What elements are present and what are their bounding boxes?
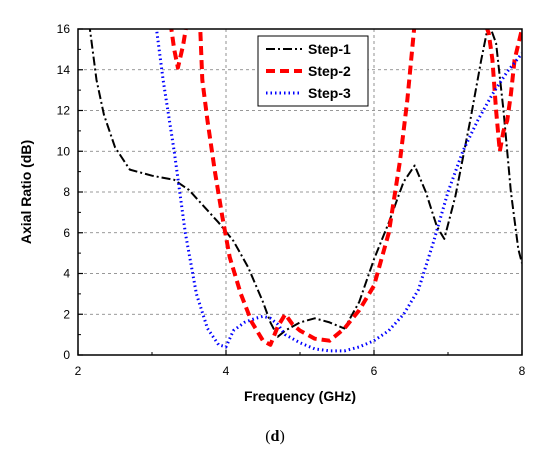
x-tick-label: 8 <box>519 364 526 378</box>
series-line-step-1 <box>88 29 522 338</box>
y-tick-label: 10 <box>57 144 71 158</box>
x-tick-label: 4 <box>223 364 230 378</box>
x-tick-label: 2 <box>75 364 82 378</box>
figure-caption: (d) <box>265 428 285 445</box>
y-tick-label: 4 <box>63 267 70 281</box>
x-axis-title: Frequency (GHz) <box>244 388 356 404</box>
x-tick-label: 6 <box>371 364 378 378</box>
y-tick-label: 0 <box>63 348 70 362</box>
series-line-step-2 <box>169 29 522 347</box>
legend-label-step-2: Step-2 <box>308 63 351 79</box>
y-tick-label: 8 <box>63 185 70 199</box>
y-tick-label: 16 <box>57 22 71 36</box>
y-tick-label: 14 <box>57 63 71 77</box>
legend-label-step-3: Step-3 <box>308 85 351 101</box>
y-axis-title: Axial Ratio (dB) <box>18 140 34 244</box>
series-lines <box>88 29 522 353</box>
y-tick-label: 2 <box>63 307 70 321</box>
y-tick-label: 12 <box>57 104 71 118</box>
y-tick-label: 6 <box>63 226 70 240</box>
legend-label-step-1: Step-1 <box>308 41 351 57</box>
legend: Step-1 Step-2 Step-3 <box>257 35 369 107</box>
caption-letter: d <box>270 428 280 445</box>
